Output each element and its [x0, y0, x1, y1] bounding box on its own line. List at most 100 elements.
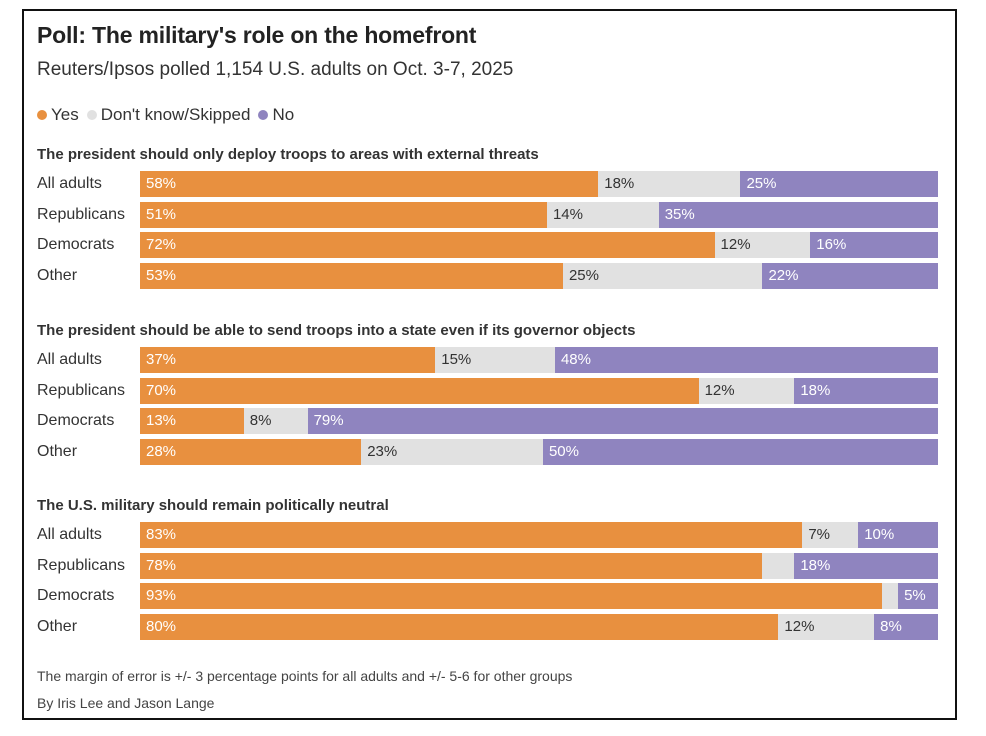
row-label: Republicans	[37, 556, 126, 574]
data-label: 8%	[880, 617, 902, 635]
bar-segment-dont-know: 7%	[802, 522, 859, 548]
legend-swatch-dont-know	[86, 110, 97, 120]
legend-label-no: No	[272, 105, 295, 124]
bar-segment-yes: 72%	[140, 232, 715, 258]
data-label: 50%	[548, 442, 579, 460]
data-label: 12%	[784, 617, 815, 635]
data-label: 58%	[146, 175, 177, 192]
bar-segment-dont-know: 8%	[243, 408, 308, 434]
data-label: 16%	[816, 236, 847, 253]
row-label: Other	[37, 266, 78, 284]
panel-title: The president should only deploy troops …	[37, 146, 539, 163]
stacked-bar: 58% 18% 25%	[140, 171, 938, 197]
bar-segment-no: 35%	[658, 201, 938, 228]
bar-segment-dont-know	[882, 583, 899, 609]
data-label: 8%	[249, 412, 272, 429]
data-label: 93%	[146, 587, 177, 604]
row-label: All adults	[37, 526, 102, 543]
bar-segment-yes: 80%	[140, 613, 779, 640]
legend-item-dont-know: Don't know/Skipped	[86, 105, 251, 125]
data-label: 22%	[768, 266, 799, 284]
chart-frame: Poll: The military's role on the homefro…	[22, 9, 957, 720]
legend: Yes Don't know/Skipped No	[37, 105, 302, 125]
bar-segment-dont-know: 23%	[361, 438, 543, 465]
bar-segment-no: 16%	[810, 232, 938, 258]
bar-segment-dont-know: 25%	[562, 262, 763, 289]
data-label: 70%	[146, 381, 177, 399]
data-label: 25%	[746, 175, 777, 192]
data-label: 79%	[313, 412, 344, 429]
bar-segment-yes: 28%	[140, 438, 362, 465]
data-label: 14%	[552, 205, 583, 223]
bar-segment-no: 18%	[794, 377, 938, 404]
row-label: Republicans	[37, 205, 126, 223]
data-label: 78%	[146, 556, 177, 574]
row-label: Republicans	[37, 381, 126, 399]
bar-segment-dont-know: 12%	[778, 613, 875, 640]
bar-segment-yes: 53%	[140, 262, 563, 289]
row-label: Other	[37, 442, 78, 460]
bar-segment-yes: 58%	[140, 171, 599, 197]
bar-segment-no: 5%	[898, 583, 938, 609]
row-label: Democrats	[37, 236, 115, 253]
legend-swatch-no	[258, 110, 269, 120]
data-label: 18%	[800, 381, 831, 399]
data-label: 80%	[146, 617, 177, 635]
legend-swatch-yes	[37, 110, 47, 120]
stacked-bar: 83% 7% 10%	[140, 522, 938, 548]
bar-segment-yes: 83%	[140, 522, 803, 548]
row-label: All adults	[37, 175, 102, 192]
data-label: 12%	[704, 381, 735, 399]
data-label: 5%	[904, 587, 926, 604]
legend-label-dont-know: Don't know/Skipped	[100, 105, 251, 124]
bar-segment-yes: 70%	[140, 377, 699, 404]
data-label: 13%	[146, 412, 177, 429]
bar-segment-no: 18%	[794, 552, 938, 579]
data-label: 35%	[664, 205, 695, 223]
bar-segment-yes: 78%	[140, 552, 763, 579]
row-label: All adults	[37, 351, 102, 368]
bar-segment-no: 8%	[874, 613, 938, 640]
stacked-bar: 72% 12% 16%	[140, 232, 938, 258]
stacked-bar: 13% 8% 79%	[140, 408, 938, 434]
chart-title: Poll: The military's role on the homefro…	[37, 22, 477, 48]
bar-segment-no: 25%	[740, 171, 938, 197]
data-label: 15%	[441, 351, 472, 368]
footnote: The margin of error is +/- 3 percentage …	[37, 668, 573, 684]
bar-segment-dont-know: 12%	[698, 377, 795, 404]
data-label: 23%	[367, 442, 398, 460]
data-label: 18%	[604, 175, 635, 192]
bar-segment-dont-know	[762, 552, 795, 579]
row-label: Other	[37, 617, 78, 635]
data-label: 28%	[146, 442, 177, 460]
legend-item-no: No	[258, 105, 294, 125]
data-label: 7%	[808, 526, 831, 543]
data-label: 12%	[720, 236, 751, 253]
bar-segment-no: 10%	[858, 522, 938, 548]
stacked-bar: 80% 12% 8%	[140, 613, 938, 640]
data-label: 37%	[146, 351, 177, 368]
stacked-bar: 28% 23% 50%	[140, 438, 938, 465]
data-label: 72%	[146, 236, 177, 253]
data-label: 10%	[864, 526, 895, 543]
bar-segment-dont-know: 18%	[598, 171, 741, 197]
stacked-bar: 37% 15% 48%	[140, 347, 938, 373]
data-label: 53%	[146, 266, 177, 284]
panel-title: The president should be able to send tro…	[37, 322, 636, 339]
bar-segment-dont-know: 12%	[714, 232, 811, 258]
row-label: Democrats	[37, 412, 115, 429]
legend-label-yes: Yes	[51, 105, 79, 124]
bar-segment-yes: 93%	[140, 583, 883, 609]
chart-subtitle: Reuters/Ipsos polled 1,154 U.S. adults o…	[37, 59, 514, 80]
panel-title: The U.S. military should remain politica…	[37, 497, 389, 514]
bar-segment-no: 50%	[542, 438, 938, 465]
legend-item-yes: Yes	[37, 105, 79, 125]
bar-segment-no: 22%	[762, 262, 938, 289]
bar-segment-no: 79%	[307, 408, 938, 434]
data-label: 25%	[568, 266, 599, 284]
stacked-bar: 51% 14% 35%	[140, 201, 938, 228]
byline: By Iris Lee and Jason Lange	[37, 695, 215, 711]
bar-segment-yes: 51%	[140, 201, 547, 228]
stacked-bar: 93% 5%	[140, 583, 938, 609]
data-label: 48%	[560, 351, 591, 368]
